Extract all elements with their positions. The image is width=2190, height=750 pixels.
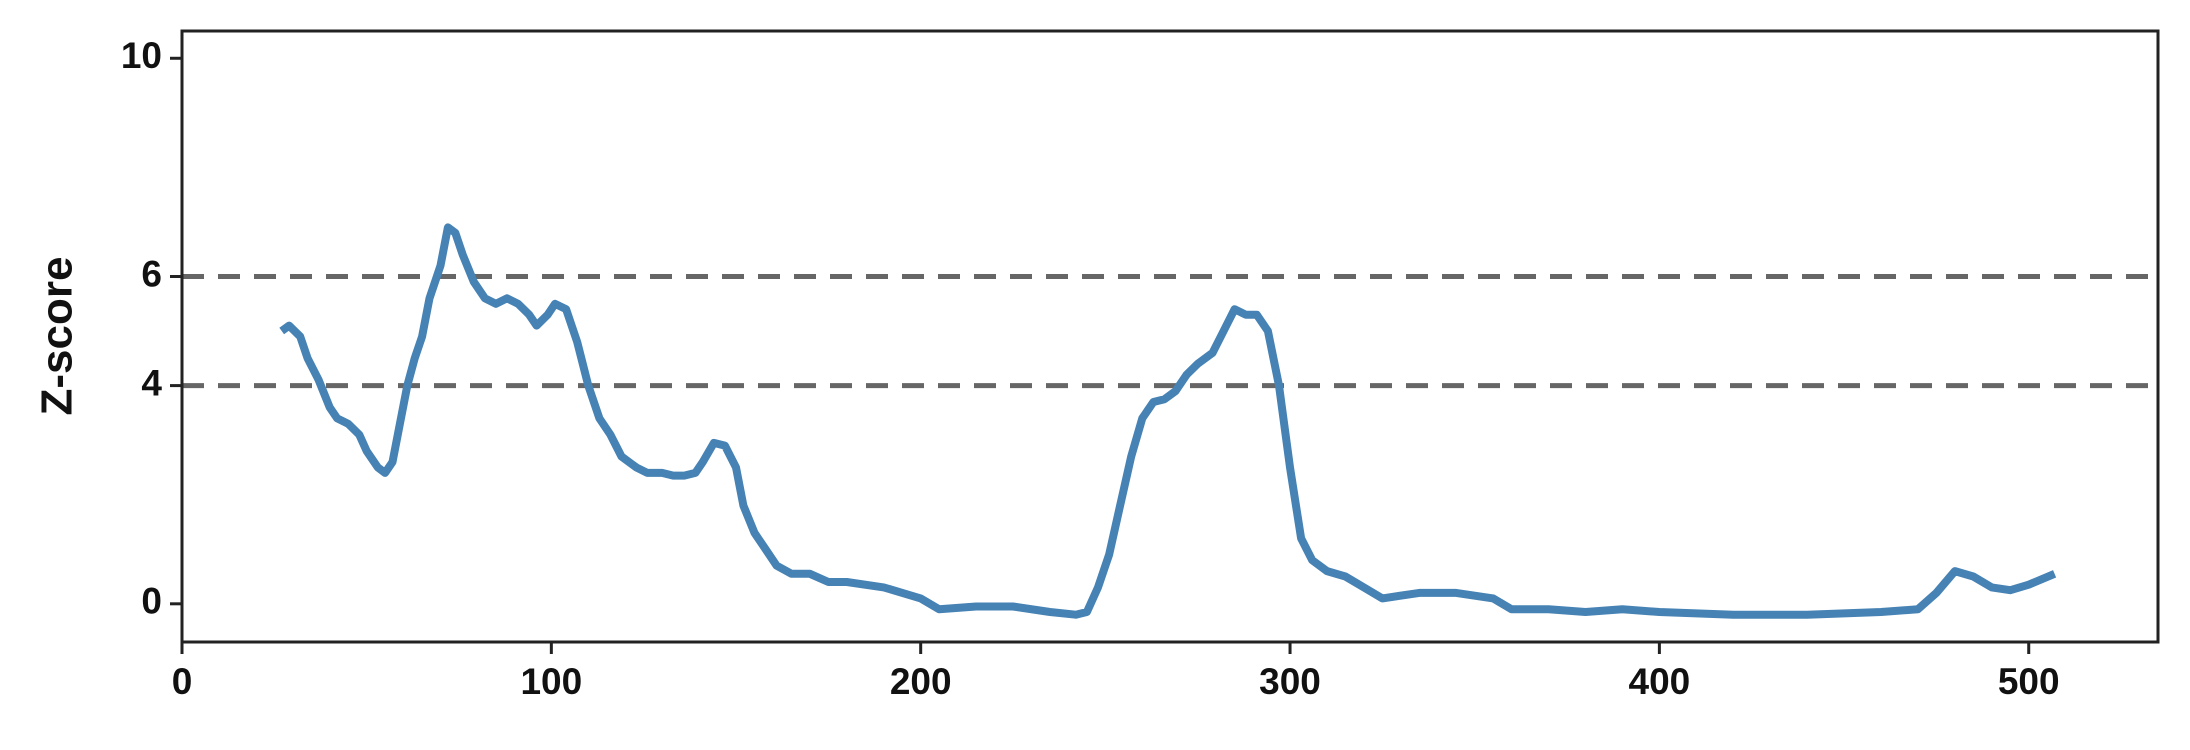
x-tick-label: 500 [1998,661,2060,702]
y-tick-label: 0 [141,581,162,622]
plot-frame [180,29,2160,644]
x-tick-label: 200 [890,661,952,702]
x-tick-label: 400 [1629,661,1691,702]
y-tick-label: 4 [141,362,162,403]
y-tick-label: 10 [121,35,162,76]
x-tick-label: 300 [1259,661,1321,702]
x-tick-label: 100 [520,661,582,702]
data-line [279,223,2057,619]
x-tick-label: 0 [172,661,193,702]
y-tick-label: 6 [141,253,162,294]
y-axis-label: Z-score [33,257,82,416]
